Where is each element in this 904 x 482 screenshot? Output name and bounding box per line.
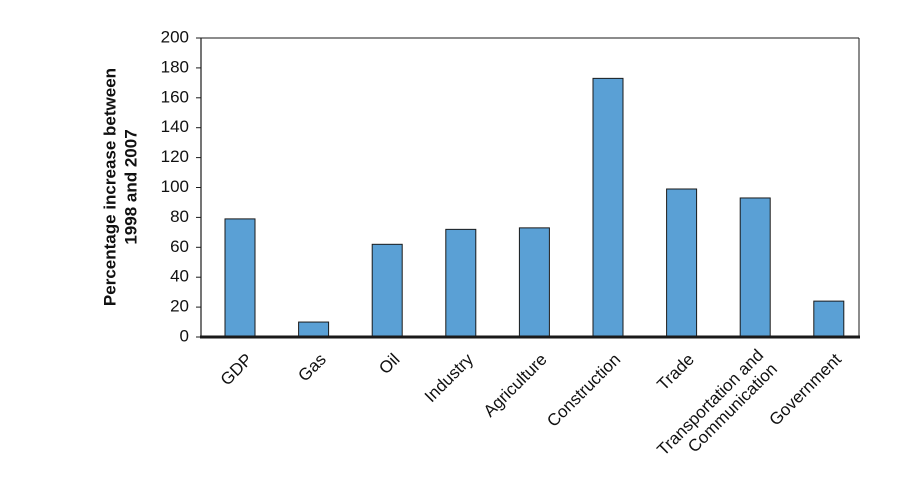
x-tick-label-text: Gas [294, 350, 329, 385]
y-tick-label: 160 [161, 87, 189, 106]
y-tick-label: 80 [170, 207, 189, 226]
bar-gdp [224, 218, 256, 338]
bar-oil [371, 243, 403, 338]
x-tick-label-line: Construction [543, 350, 624, 431]
x-axis-labels: GDP Gas Oil Industry AgricultureConstruction… [217, 346, 845, 460]
x-tick-label: Construction [543, 350, 624, 431]
bars [224, 77, 845, 338]
x-tick-label: GDP [217, 350, 256, 389]
plot-frame [200, 37, 860, 339]
x-tick-label-text: GDP [217, 350, 256, 389]
y-tick-label: 200 [161, 27, 189, 46]
x-tick-label-line: Government [765, 350, 845, 430]
y-tick-label: 20 [170, 297, 189, 316]
x-tick-label: Trade [653, 350, 697, 394]
bar-construction [592, 77, 624, 338]
x-tick-label: Government [765, 350, 845, 430]
x-tick-label-text: Oil [375, 350, 403, 378]
y-tick-label: 0 [180, 326, 189, 345]
x-tick-label-text: Construction [543, 350, 624, 431]
y-tick-label: 60 [170, 237, 189, 256]
bar-agriculture [518, 227, 550, 338]
x-tick-label-line: Industry [421, 349, 478, 406]
y-tick-label: 120 [161, 147, 189, 166]
y-axis-title: Percentage increase between 1998 and 2007 [100, 68, 140, 306]
x-tick-label-line: GDP [217, 350, 256, 389]
x-tick-label-text: Trade [653, 350, 697, 394]
y-axis-title-line: Percentage increase between [100, 68, 119, 306]
x-tick-label-line: Trade [653, 350, 697, 394]
x-tick-label-text: Industry [421, 349, 478, 406]
y-tick-label: 100 [161, 177, 189, 196]
y-tick-label: 40 [170, 267, 189, 286]
x-tick-label: Gas [294, 350, 329, 385]
y-tick-label: 180 [161, 57, 189, 76]
bar-gas [298, 321, 330, 338]
y-axis-title-line: 1998 and 2007 [121, 129, 140, 244]
x-tick-label: Agriculture [480, 350, 551, 421]
x-tick-label-line: Oil [375, 350, 403, 378]
x-tick-label-text: Agriculture [480, 350, 551, 421]
bar-trade [666, 188, 698, 338]
x-tick-label-line: Agriculture [480, 350, 551, 421]
x-tick-label-text: Government [765, 350, 845, 430]
y-axis-ticks: 0 20 40 60 80 100 120 140 160 180 200 [161, 27, 201, 345]
bar-government [813, 300, 845, 338]
bar-industry [445, 228, 477, 338]
x-tick-label-line: Gas [294, 350, 329, 385]
x-tick-label: Industry [421, 349, 478, 406]
y-tick-label: 140 [161, 117, 189, 136]
x-tick-label: Oil [375, 350, 403, 378]
bar-transportation-and [739, 197, 771, 338]
